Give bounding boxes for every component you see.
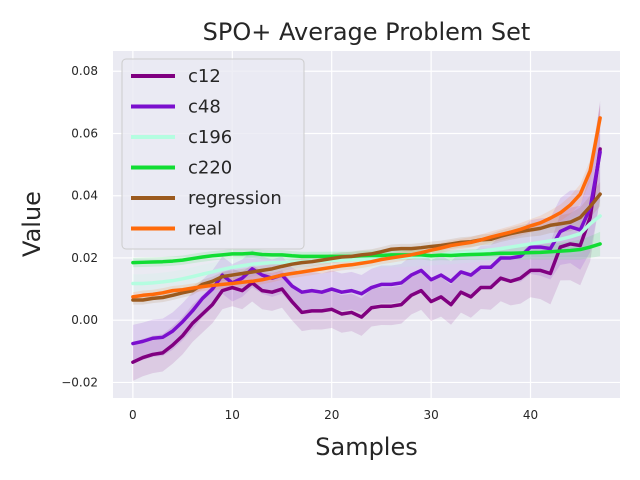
legend: c12 c48 c196 c220 regression real [121,58,305,250]
y-tick-labels: −0.02 0.00 0.02 0.04 0.06 0.08 [61,64,98,389]
x-tick-label: 40 [523,408,538,422]
series-line-c196 [131,214,602,286]
series-line-real [131,116,602,299]
y-axis-label: Value [18,191,46,257]
series-lines [131,116,602,364]
legend-label-real: real [188,219,222,240]
legend-label-c12: c12 [188,66,221,87]
band-c196 [132,191,601,293]
band-c220 [132,231,601,268]
x-tick-label: 0 [129,408,137,422]
legend-label-regression: regression [188,188,282,209]
x-tick-label: 20 [324,408,339,422]
y-tick-label: −0.02 [61,375,98,389]
y-tick-label: 0.06 [71,126,98,140]
y-tick-label: 0.02 [71,251,98,265]
legend-label-c220: c220 [188,158,232,179]
series-line-c12 [131,147,602,364]
x-axis-label: Samples [315,433,418,461]
series-line-regression [131,192,602,302]
legend-label-c48: c48 [188,97,221,118]
y-tick-label: 0.00 [71,313,98,327]
x-tick-label: 10 [225,408,240,422]
band-c12 [132,100,601,381]
x-tick-labels: 0 10 20 30 40 [129,408,538,422]
legend-label-c196: c196 [188,127,232,148]
series-line-c48 [131,150,602,346]
chart-title: SPO+ Average Problem Set [203,18,531,46]
y-tick-label: 0.04 [71,189,98,203]
y-tick-label: 0.08 [71,64,98,78]
x-tick-label: 30 [423,408,438,422]
